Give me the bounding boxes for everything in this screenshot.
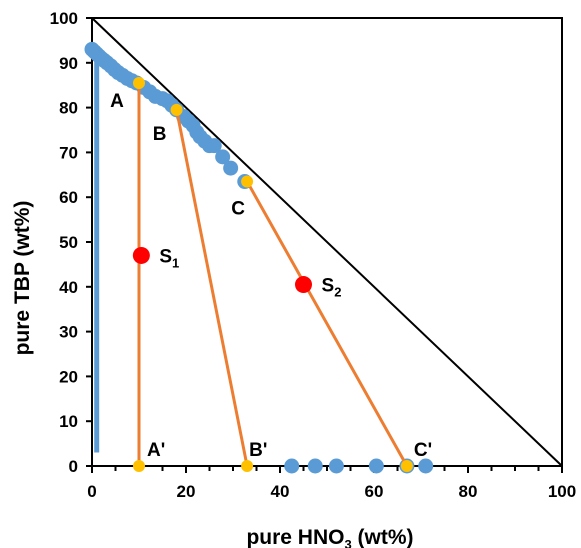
x-tick-label: 0 (87, 482, 96, 501)
tie-line-top-label: B (153, 124, 167, 145)
binodal-point (328, 458, 344, 474)
x-tick-label: 20 (177, 482, 196, 501)
x-tick-label: 60 (365, 482, 384, 501)
binodal-point (284, 458, 300, 474)
tie-line-bottom-label: B' (249, 440, 267, 461)
x-tick-label: 40 (271, 482, 290, 501)
mixture-label: S1 (159, 246, 179, 270)
y-tick-label: 40 (59, 278, 78, 297)
tie-lines-layer (132, 76, 413, 472)
y-axis-title: pure TBP (wt%) (11, 201, 34, 356)
tie-line (245, 180, 409, 467)
binodal-point (206, 138, 222, 154)
y-tick-label: 30 (59, 323, 78, 342)
x-axis-title: pure HNO3 (wt%) (246, 526, 413, 548)
mixture-label: S2 (322, 276, 342, 300)
tie-line-bottom-label: C' (414, 440, 432, 461)
tie-line-bottom-label: A' (147, 440, 165, 461)
x-tick-label: 100 (548, 482, 576, 501)
binodal-point (368, 458, 384, 474)
tie-line-top-point (133, 76, 145, 89)
binodal-point (223, 160, 239, 176)
x-tick-label: 80 (459, 482, 478, 501)
diagonal-line-layer (91, 17, 563, 467)
tie-line-bottom-point (400, 460, 413, 472)
tie-line (175, 109, 249, 467)
y-tick-label: 20 (59, 367, 78, 386)
tie-line-top-point (241, 175, 254, 188)
tie-line-top-label: C (231, 199, 245, 220)
mixture-point (132, 246, 150, 264)
y-tick-label: 0 (69, 457, 78, 476)
binodal-point (418, 458, 434, 474)
axes (86, 17, 563, 473)
y-tick-label: 50 (59, 233, 78, 252)
point-labels-layer: A A' B B' C C' S1 S2 (110, 91, 432, 461)
y-tick-label: 90 (59, 54, 78, 73)
y-tick-label: 80 (59, 99, 78, 118)
y-tick-label: 10 (59, 412, 78, 431)
tick-labels-layer: 0 20 40 60 80 100 0 10 20 30 40 50 60 70 80 90 100 (50, 9, 577, 501)
mixture-point (295, 276, 312, 294)
tie-line-top-point (170, 103, 183, 116)
diagonal-line (91, 17, 563, 467)
y-tick-label: 100 (50, 9, 78, 28)
binodal-point (215, 149, 231, 165)
binodal-point (307, 458, 323, 474)
tie-line-bottom-point (133, 460, 145, 472)
y-tick-label: 70 (59, 143, 78, 162)
y-tick-label: 60 (59, 188, 78, 207)
tie-line-bottom-point (241, 460, 254, 472)
tie-line-top-label: A (110, 91, 124, 112)
